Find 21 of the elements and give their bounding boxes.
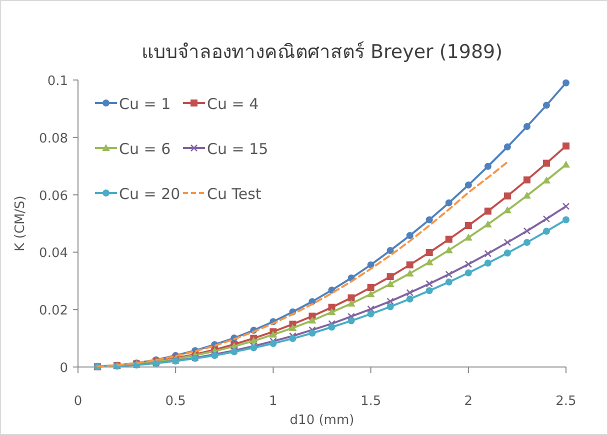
chart-title: แบบจำลองทางคณิตศาสตร์ Breyer (1989)	[141, 41, 503, 63]
legend-label: Cu Test	[207, 185, 262, 203]
y-tick-label: 0.04	[39, 246, 68, 262]
x-tick-label: 1.5	[360, 394, 382, 409]
x-tick-label: 0	[74, 394, 82, 409]
y-axis-title: K (CM/S)	[13, 196, 28, 252]
y-tick-label: 0	[60, 361, 68, 376]
x-tick-label: 2.5	[556, 394, 576, 409]
x-tick-label: 0.5	[165, 394, 186, 409]
legend-label: Cu = 20	[119, 185, 180, 203]
y-tick-label: 0.02	[39, 304, 68, 319]
legend-label: Cu = 15	[207, 140, 268, 158]
legend-label: Cu = 4	[207, 95, 259, 113]
x-tick-label: 1	[269, 394, 278, 409]
legend-label: Cu = 1	[119, 95, 171, 113]
legend-label: Cu = 6	[119, 140, 171, 158]
y-tick-label: 0.1	[47, 74, 68, 89]
y-tick-label: 0.08	[39, 131, 68, 146]
x-tick-label: 2	[464, 394, 473, 409]
x-axis-title: d10 (mm)	[290, 413, 354, 428]
y-tick-label: 0.06	[39, 188, 68, 204]
